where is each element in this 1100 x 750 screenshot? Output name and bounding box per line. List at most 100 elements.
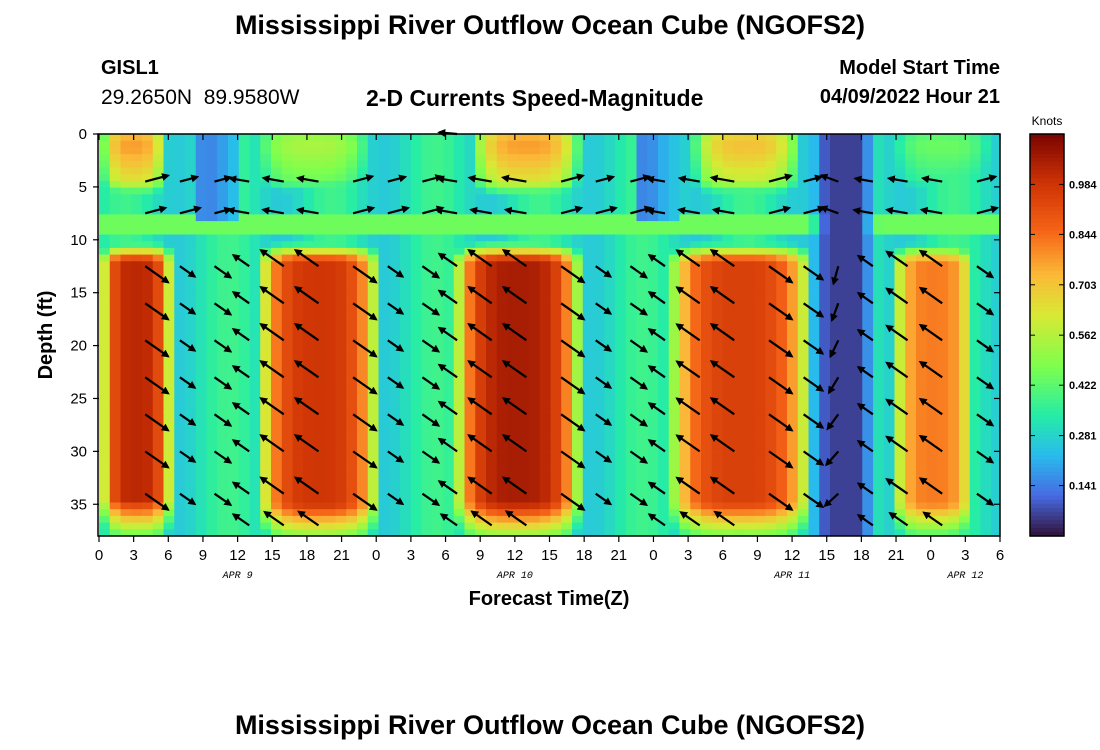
heatmap-cell [711,234,724,242]
heatmap-cell [905,428,917,437]
heatmap-cell [292,294,304,303]
heatmap-cell [238,288,251,296]
heatmap-cell [711,274,724,282]
heatmap-cell [625,482,638,490]
heatmap-cell [969,355,982,363]
heatmap-cell [475,522,487,530]
heatmap-cell [980,395,992,403]
heatmap-cell [862,268,874,276]
heatmap-cell [980,328,992,336]
heatmap-cell [819,147,831,155]
heatmap-cell [679,502,691,510]
heatmap-cell [625,435,638,443]
heatmap-cell [292,187,304,195]
heatmap-cell [324,254,337,262]
heatmap-cell [335,529,347,536]
heatmap-cell [496,368,509,376]
heatmap-cell [174,254,186,262]
heatmap-cell [797,442,810,450]
heatmap-cell [615,301,627,309]
heatmap-cell [475,268,487,276]
heatmap-cell [475,201,487,209]
heatmap-cell [948,167,960,175]
heatmap-cell [109,469,122,477]
heatmap-cell [518,368,530,376]
heatmap-cell [443,174,455,182]
heatmap-cell [109,381,122,390]
heatmap-cell [453,489,466,497]
heatmap-cell [776,301,788,309]
heatmap-cell [754,294,767,303]
heatmap-cell [926,375,939,383]
heatmap-cell [647,522,659,530]
heatmap-cell [916,442,928,450]
heatmap-cell [389,422,401,430]
heatmap-cell [754,281,767,289]
heatmap-cell [378,167,390,175]
heatmap-cell [529,321,541,329]
heatmap-cell [314,368,326,376]
heatmap-cell [722,147,734,155]
heatmap-cell [314,482,326,490]
heatmap-cell [400,308,412,316]
heatmap-cell [357,308,369,316]
heatmap-cell [593,234,605,242]
heatmap-cell [615,402,627,410]
heatmap-cell [152,281,165,289]
heatmap-cell [249,475,261,483]
heatmap-cell [776,207,788,215]
heatmap-cell [561,167,573,175]
heatmap-cell [152,435,165,443]
heatmap-cell [378,214,390,222]
heatmap-cell [529,314,541,323]
heatmap-cell [346,522,358,530]
heatmap-cell [206,288,218,296]
heatmap-cell [787,395,799,403]
heatmap-cell [131,388,143,396]
heatmap-cell [733,341,745,349]
heatmap-cell [604,288,616,296]
heatmap-cell [303,448,315,457]
heatmap-cell [120,348,132,356]
heatmap-cell [174,395,186,403]
heatmap-cell [539,180,552,189]
heatmap-cell [926,160,939,169]
heatmap-cell [99,502,111,510]
heatmap-cell [410,214,423,222]
heatmap-cell [260,221,272,229]
heatmap-cell [744,154,756,162]
heatmap-cell [883,261,896,269]
heatmap-cell [453,254,466,262]
heatmap-cell [335,408,347,416]
heatmap-cell [776,422,788,430]
heatmap-cell [346,422,358,430]
heatmap-cell [464,381,476,390]
heatmap-cell [754,408,767,416]
heatmap-cell [808,515,820,524]
heatmap-cell [916,348,928,356]
heatmap-cell [668,428,681,437]
heatmap-cell [754,428,767,437]
heatmap-cell [840,180,853,189]
heatmap-cell [636,509,648,517]
heatmap-cell [593,428,605,437]
heatmap-cell [959,422,971,430]
heatmap-cell [432,355,444,363]
heatmap-cell [873,375,885,383]
heatmap-cell [292,388,304,396]
heatmap-cell [765,187,777,195]
heatmap-cell [604,301,616,309]
heatmap-cell [797,268,810,276]
heatmap-cell [969,475,982,483]
heatmap-cell [271,201,283,209]
heatmap-cell [658,448,670,457]
heatmap-cell [604,355,616,363]
heatmap-cell [636,375,648,383]
heatmap-cell [260,375,272,383]
heatmap-cell [615,254,627,262]
heatmap-cell [539,308,552,316]
heatmap-cell [507,422,519,430]
heatmap-cell [507,140,519,148]
heatmap-cell [787,368,799,376]
heatmap-cell [625,408,638,416]
